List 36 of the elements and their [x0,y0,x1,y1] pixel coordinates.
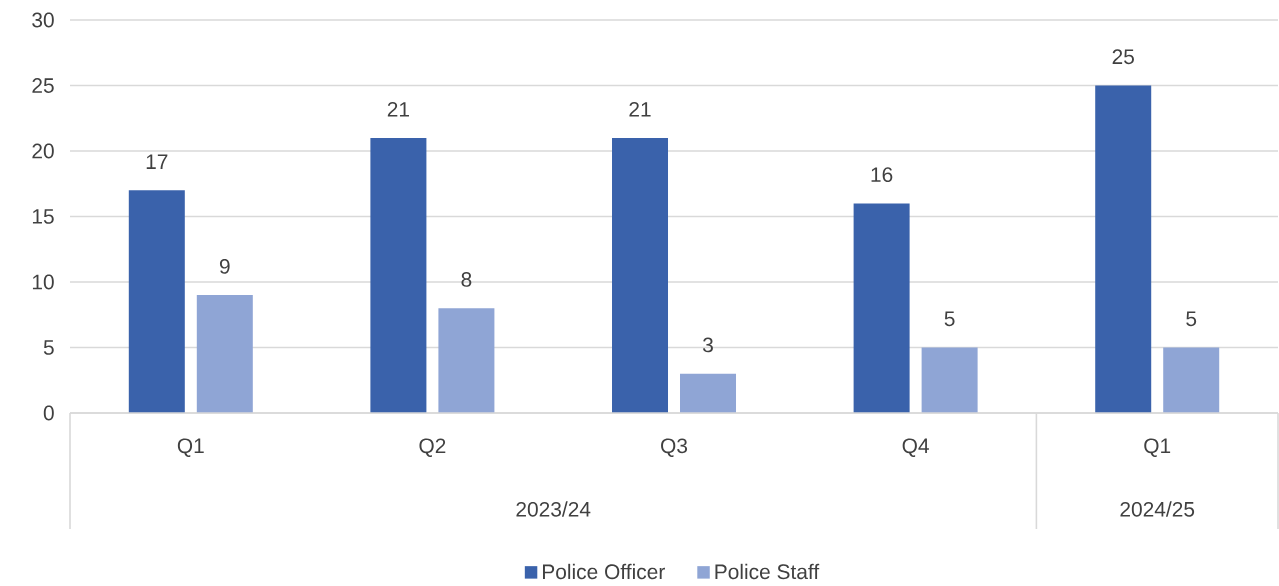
data-label: 21 [629,101,651,117]
text: 2024/25 [1120,501,1195,517]
bar [370,137,427,413]
text: 2023/24 [516,501,591,517]
data-label: 17 [146,154,168,169]
bar [612,137,669,413]
x-tick-label: Q1 [1144,438,1171,457]
bar [853,203,910,413]
data-label: 9 [219,258,230,274]
data-label: 25 [1112,49,1134,65]
data-label: 5 [944,311,955,327]
y-tick-label: 30 [32,12,54,28]
y-tick-label: 20 [32,143,54,159]
data-label: 8 [461,272,472,287]
y-tick-label: 0 [43,405,54,421]
bar [196,295,253,413]
data-label: 5 [1186,311,1197,327]
bar [438,308,495,413]
data-label: 21 [387,101,409,117]
data-label: 3 [702,337,713,353]
bar [128,190,185,413]
bar [1163,347,1220,413]
legend-label: Police Officer [543,563,665,580]
x-tick-label: Q3 [661,438,688,457]
x-tick-label: Q1 [177,438,204,457]
x-tick-label: Q4 [902,438,929,457]
bar [921,347,978,413]
y-tick-label: 15 [32,209,54,224]
data-label: 16 [871,167,893,183]
x-tick-label: Q2 [419,438,446,457]
y-tick-label: 5 [43,340,54,355]
bar [680,373,737,413]
y-tick-label: 25 [32,78,54,93]
legend-label: Police Staff [715,563,820,580]
bar [1095,85,1152,413]
y-tick-label: 10 [32,274,54,290]
